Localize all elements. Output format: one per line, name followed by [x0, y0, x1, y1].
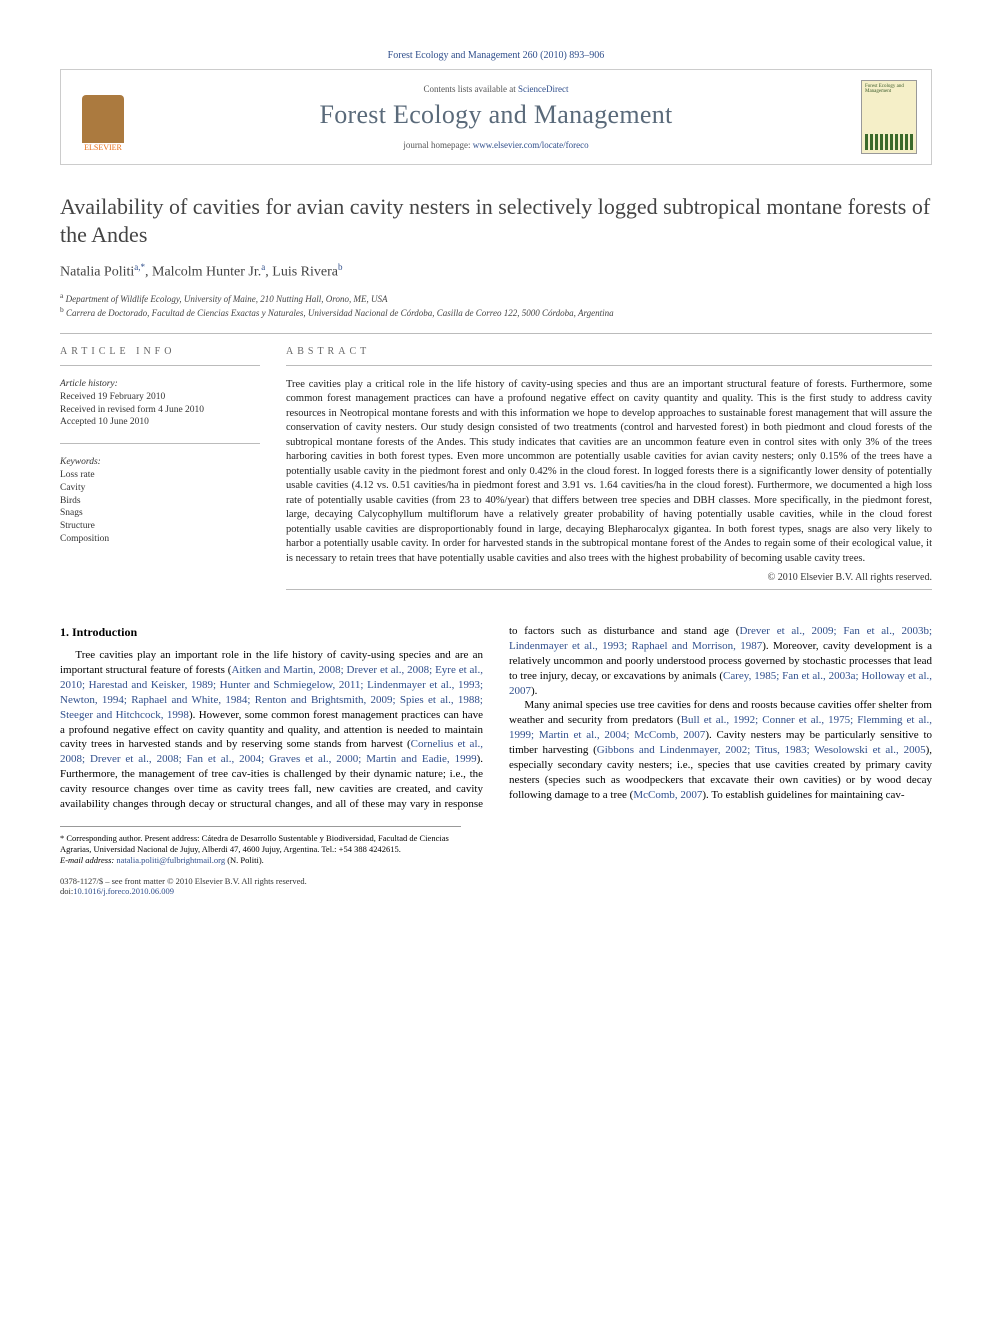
email-link[interactable]: natalia.politi@fulbrightmail.org	[116, 855, 225, 865]
history-heading: Article history:	[60, 378, 260, 391]
keywords-block: Keywords: Loss rate Cavity Birds Snags S…	[60, 456, 260, 546]
body-columns: 1. Introduction Tree cavities play an im…	[60, 624, 932, 811]
journal-cover-thumbnail: Forest Ecology and Management	[861, 80, 917, 154]
info-abstract-row: ARTICLE INFO Article history: Received 1…	[60, 346, 932, 602]
abstract-text: Tree cavities play a critical role in th…	[286, 378, 932, 566]
contents-prefix: Contents lists available at	[424, 84, 518, 94]
article-title: Availability of cavities for avian cavit…	[60, 193, 932, 248]
publisher-name: ELSEVIER	[84, 143, 122, 152]
keyword: Cavity	[60, 482, 260, 495]
cover-title: Forest Ecology and Management	[865, 84, 913, 94]
homepage-link[interactable]: www.elsevier.com/locate/foreco	[473, 140, 589, 150]
history-revised: Received in revised form 4 June 2010	[60, 404, 260, 417]
footer-meta: 0378-1127/$ – see front matter © 2010 El…	[60, 876, 932, 896]
keyword: Snags	[60, 507, 260, 520]
email-label: E-mail address:	[60, 855, 116, 865]
section-heading-introduction: 1. Introduction	[60, 624, 483, 640]
doi-prefix: doi:	[60, 886, 73, 896]
divider	[60, 443, 260, 444]
affiliation-b: Carrera de Doctorado, Facultad de Cienci…	[66, 308, 614, 318]
contents-line: Contents lists available at ScienceDirec…	[145, 84, 847, 94]
history-accepted: Accepted 10 June 2010	[60, 416, 260, 429]
banner-center: Contents lists available at ScienceDirec…	[145, 84, 847, 150]
divider	[286, 589, 932, 590]
doi-link[interactable]: 10.1016/j.foreco.2010.06.009	[73, 886, 174, 896]
keyword: Loss rate	[60, 469, 260, 482]
body-paragraph: Many animal species use tree cavities fo…	[509, 698, 932, 802]
affiliation-a: Department of Wildlife Ecology, Universi…	[66, 294, 388, 304]
cover-trees-icon	[865, 134, 913, 150]
abstract-copyright: © 2010 Elsevier B.V. All rights reserved…	[286, 572, 932, 583]
affiliations: a Department of Wildlife Ecology, Univer…	[60, 291, 932, 319]
author-3: , Luis Rivera	[265, 265, 338, 280]
keyword: Birds	[60, 495, 260, 508]
sciencedirect-link[interactable]: ScienceDirect	[518, 84, 568, 94]
elsevier-logo: ELSEVIER	[75, 82, 131, 152]
divider	[60, 365, 260, 366]
citation-link[interactable]: McComb, 2007	[633, 789, 702, 801]
elsevier-tree-icon	[82, 95, 124, 143]
email-who: (N. Politi).	[225, 855, 264, 865]
citation-link[interactable]: Gibbons and Lindenmayer, 2002; Titus, 19…	[597, 744, 926, 756]
issn-line: 0378-1127/$ – see front matter © 2010 El…	[60, 876, 932, 886]
body-text: ). To establish guidelines for maintaini…	[702, 789, 904, 801]
footnotes: * Corresponding author. Present address:…	[60, 826, 461, 866]
author-list: Natalia Politia,*, Malcolm Hunter Jr.a, …	[60, 262, 932, 281]
keyword: Structure	[60, 520, 260, 533]
homepage-line: journal homepage: www.elsevier.com/locat…	[145, 140, 847, 150]
journal-banner: ELSEVIER Contents lists available at Sci…	[60, 69, 932, 165]
article-info-label: ARTICLE INFO	[60, 346, 260, 357]
running-header: Forest Ecology and Management 260 (2010)…	[60, 50, 932, 61]
keyword: Composition	[60, 533, 260, 546]
divider	[60, 333, 932, 334]
body-text: ).	[531, 685, 537, 697]
article-info-column: ARTICLE INFO Article history: Received 1…	[60, 346, 260, 602]
author-2: , Malcolm Hunter Jr.	[145, 265, 261, 280]
keywords-heading: Keywords:	[60, 456, 260, 469]
abstract-column: ABSTRACT Tree cavities play a critical r…	[286, 346, 932, 602]
article-history: Article history: Received 19 February 20…	[60, 378, 260, 429]
journal-name: Forest Ecology and Management	[145, 100, 847, 130]
email-line: E-mail address: natalia.politi@fulbright…	[60, 855, 461, 866]
author-3-aff: b	[338, 262, 343, 272]
corresponding-author-note: * Corresponding author. Present address:…	[60, 833, 461, 855]
homepage-prefix: journal homepage:	[403, 140, 472, 150]
history-received: Received 19 February 2010	[60, 391, 260, 404]
author-1: Natalia Politi	[60, 265, 134, 280]
divider	[286, 365, 932, 366]
abstract-label: ABSTRACT	[286, 346, 932, 357]
